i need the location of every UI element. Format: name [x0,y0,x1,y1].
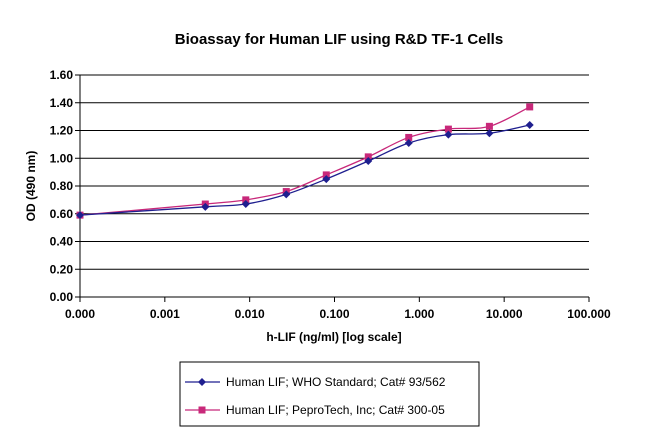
gridlines [80,74,589,270]
y-tick-label: 1.20 [50,124,74,138]
legend-label: Human LIF; WHO Standard; Cat# 93/562 [226,375,446,389]
y-tick-label: 0.00 [50,290,74,304]
legend-marker [198,378,206,386]
y-tick-label: 0.20 [50,262,74,276]
data-point [242,196,250,204]
legend: Human LIF; WHO Standard; Cat# 93/562 Huma… [179,361,480,427]
y-axis-ticks: 0.00 0.20 0.40 0.60 0.80 1.00 1.20 1.40 1.60 [50,68,80,304]
data-point [76,211,84,220]
data-point [241,200,250,209]
series-line [79,124,530,216]
x-tick-label: 10.000 [486,307,523,321]
data-point [485,122,493,130]
y-tick-label: 1.40 [50,96,74,110]
legend-label: Human LIF; PeproTech, Inc; Cat# 300-05 [226,403,445,417]
legend-marker [198,406,206,414]
data-point [364,153,372,161]
data-point [201,202,210,211]
data-point [525,120,534,129]
x-tick-label: 1.000 [404,307,434,321]
series-diamond [76,120,534,220]
y-tick-label: 1.60 [50,68,74,82]
data-point [404,138,413,147]
data-point [444,130,453,139]
legend-item: Human LIF; WHO Standard; Cat# 93/562 [185,375,446,389]
series-line [79,106,530,216]
x-axis-label: h-LIF (ng/ml) [log scale] [266,330,401,344]
x-tick-label: 100.000 [567,307,611,321]
data-point [322,175,331,184]
data-point [282,190,291,199]
data-point [485,129,494,138]
y-tick-label: 0.60 [50,207,74,221]
data-point [405,133,413,141]
x-tick-label: 0.000 [65,307,95,321]
y-tick-label: 0.40 [50,235,74,249]
y-axis-label: OD (490 nm) [24,151,38,222]
chart-title: Bioassay for Human LIF using R&D TF-1 Ce… [175,31,503,48]
x-tick-label: 0.001 [150,307,180,321]
data-point [444,125,452,133]
series-square [76,103,534,219]
x-axis-ticks: 0.000 0.001 0.010 0.100 1.000 10.000 100.000 [65,297,611,321]
data-point [364,157,373,166]
x-tick-label: 0.010 [235,307,265,321]
data-point [526,103,534,111]
series-layer [76,103,534,220]
y-tick-label: 1.00 [50,151,74,165]
y-tick-label: 0.80 [50,179,74,193]
x-tick-label: 0.100 [319,307,349,321]
data-point [322,171,330,179]
legend-item: Human LIF; PeproTech, Inc; Cat# 300-05 [185,403,445,417]
legend-box [179,361,480,427]
